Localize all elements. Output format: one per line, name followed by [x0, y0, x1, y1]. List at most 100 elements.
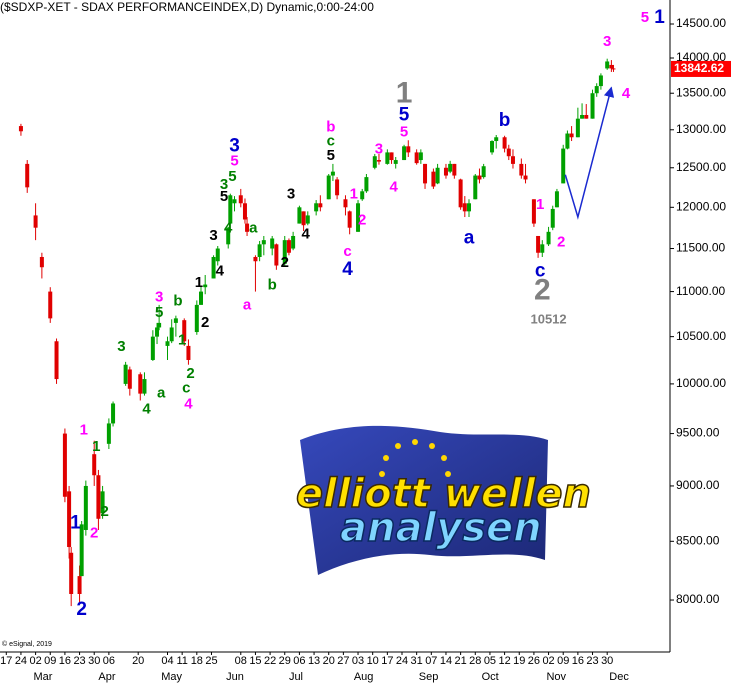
wave-label: 5 — [400, 124, 408, 141]
candle-body — [318, 203, 323, 208]
candle-body — [291, 235, 296, 249]
y-tick-label: 11500.00 — [676, 241, 725, 255]
candle-body — [305, 215, 310, 224]
wave-label: 1 — [536, 196, 544, 213]
candle-body — [423, 163, 428, 184]
candle-body — [330, 171, 335, 176]
x-tick-label: 14 — [440, 655, 452, 667]
candle-body — [326, 175, 331, 200]
y-tick-label: 13000.00 — [676, 122, 726, 136]
wave-label: 5 — [228, 168, 236, 185]
x-tick-label: 08 — [235, 655, 247, 667]
candle-body — [452, 163, 457, 176]
x-tick-label: 11 — [176, 655, 187, 667]
y-tick-label: 12500.00 — [676, 160, 726, 174]
candle-body — [274, 244, 279, 266]
wave-label: c — [182, 380, 190, 397]
wave-label: 2 — [358, 211, 366, 228]
wave-label: 2 — [557, 234, 565, 251]
wave-label: 4 — [216, 263, 225, 280]
candle-body — [83, 485, 88, 530]
wave-label: 2 — [186, 365, 194, 382]
wave-label: 4 — [342, 259, 353, 280]
candle-body — [536, 235, 541, 253]
candle-body — [257, 244, 262, 257]
wave-label: a — [157, 385, 166, 402]
projection-line — [564, 86, 615, 220]
candle-body — [443, 167, 448, 176]
candle-body — [575, 118, 580, 138]
logo-stars — [379, 439, 451, 477]
wave-label: 2 — [76, 599, 87, 620]
x-tick-label: 12 — [498, 655, 510, 667]
wave-label: 4 — [184, 395, 193, 412]
wave-label: 3 — [117, 338, 125, 355]
x-tick-label: 06 — [293, 655, 305, 667]
wave-label: 5 — [155, 304, 163, 321]
x-tick-label: 25 — [205, 655, 217, 667]
x-tick-label: 05 — [484, 655, 496, 667]
candle-body — [203, 284, 208, 288]
x-tick-label: 30 — [88, 655, 100, 667]
wave-label: 5 — [230, 153, 238, 170]
candle-body — [611, 68, 616, 70]
candle-body — [435, 167, 440, 184]
wave-label: 1 — [654, 7, 665, 28]
x-tick-label: 02 — [29, 655, 41, 667]
candle-body — [481, 166, 486, 178]
x-tick-label: 17 — [381, 655, 393, 667]
y-tick-label: 12000.00 — [676, 199, 726, 213]
candle-body — [565, 133, 570, 149]
candle-body — [406, 146, 411, 153]
x-tick-label: 13 — [308, 655, 320, 667]
wave-label: b — [268, 276, 277, 293]
x-tick-label: 02 — [542, 655, 554, 667]
x-tick-label: 29 — [279, 655, 291, 667]
wave-label: 1 — [70, 512, 81, 533]
month-label: Aug — [354, 671, 374, 683]
candle-body — [431, 171, 436, 187]
candle-body — [314, 203, 319, 212]
wave-label: 3 — [603, 33, 611, 50]
x-tick-label: 26 — [528, 655, 540, 667]
candle-body — [157, 322, 162, 328]
candle-body — [414, 152, 419, 164]
x-tick-label: 27 — [337, 655, 349, 667]
candle-body — [490, 141, 495, 153]
candle-body — [385, 152, 390, 164]
month-label: Apr — [98, 671, 115, 683]
wave-label: 2 — [90, 524, 98, 541]
candle-body — [393, 160, 398, 164]
candle-body — [211, 256, 216, 279]
month-label: May — [161, 671, 182, 683]
x-tick-label: 28 — [469, 655, 481, 667]
wave-label: 4 — [224, 219, 233, 236]
x-tick-label: 23 — [73, 655, 85, 667]
x-tick-label: 03 — [352, 655, 364, 667]
chart-title: ($SDXP-XET - SDAX PERFORMANCEINDEX,D) Dy… — [0, 0, 374, 14]
candle-body — [54, 341, 59, 380]
candle-body — [282, 240, 287, 264]
candle-body — [605, 61, 610, 69]
x-tick-label: 09 — [557, 655, 569, 667]
x-tick-label: 09 — [44, 655, 56, 667]
wave-label: 5 — [641, 9, 649, 26]
wave-label: 4 — [142, 400, 151, 417]
candle-body — [590, 93, 595, 119]
logo-flag — [300, 425, 548, 575]
candle-body — [270, 238, 275, 249]
wave-label: 5 — [399, 105, 410, 126]
candle-body — [150, 336, 155, 360]
wave-label: a — [243, 297, 252, 314]
wave-label: 2 — [281, 254, 289, 271]
y-tick-label: 8500.00 — [676, 533, 720, 547]
wave-label: b — [326, 119, 335, 136]
candle-body — [462, 203, 467, 212]
x-tick-label: 22 — [264, 655, 276, 667]
candle-body — [502, 137, 507, 149]
candle-body — [477, 175, 482, 180]
y-tick-label: 13500.00 — [676, 85, 726, 99]
wave-label: 4 — [389, 178, 398, 195]
wave-label: b — [499, 110, 511, 131]
x-tick-label: 31 — [411, 655, 423, 667]
